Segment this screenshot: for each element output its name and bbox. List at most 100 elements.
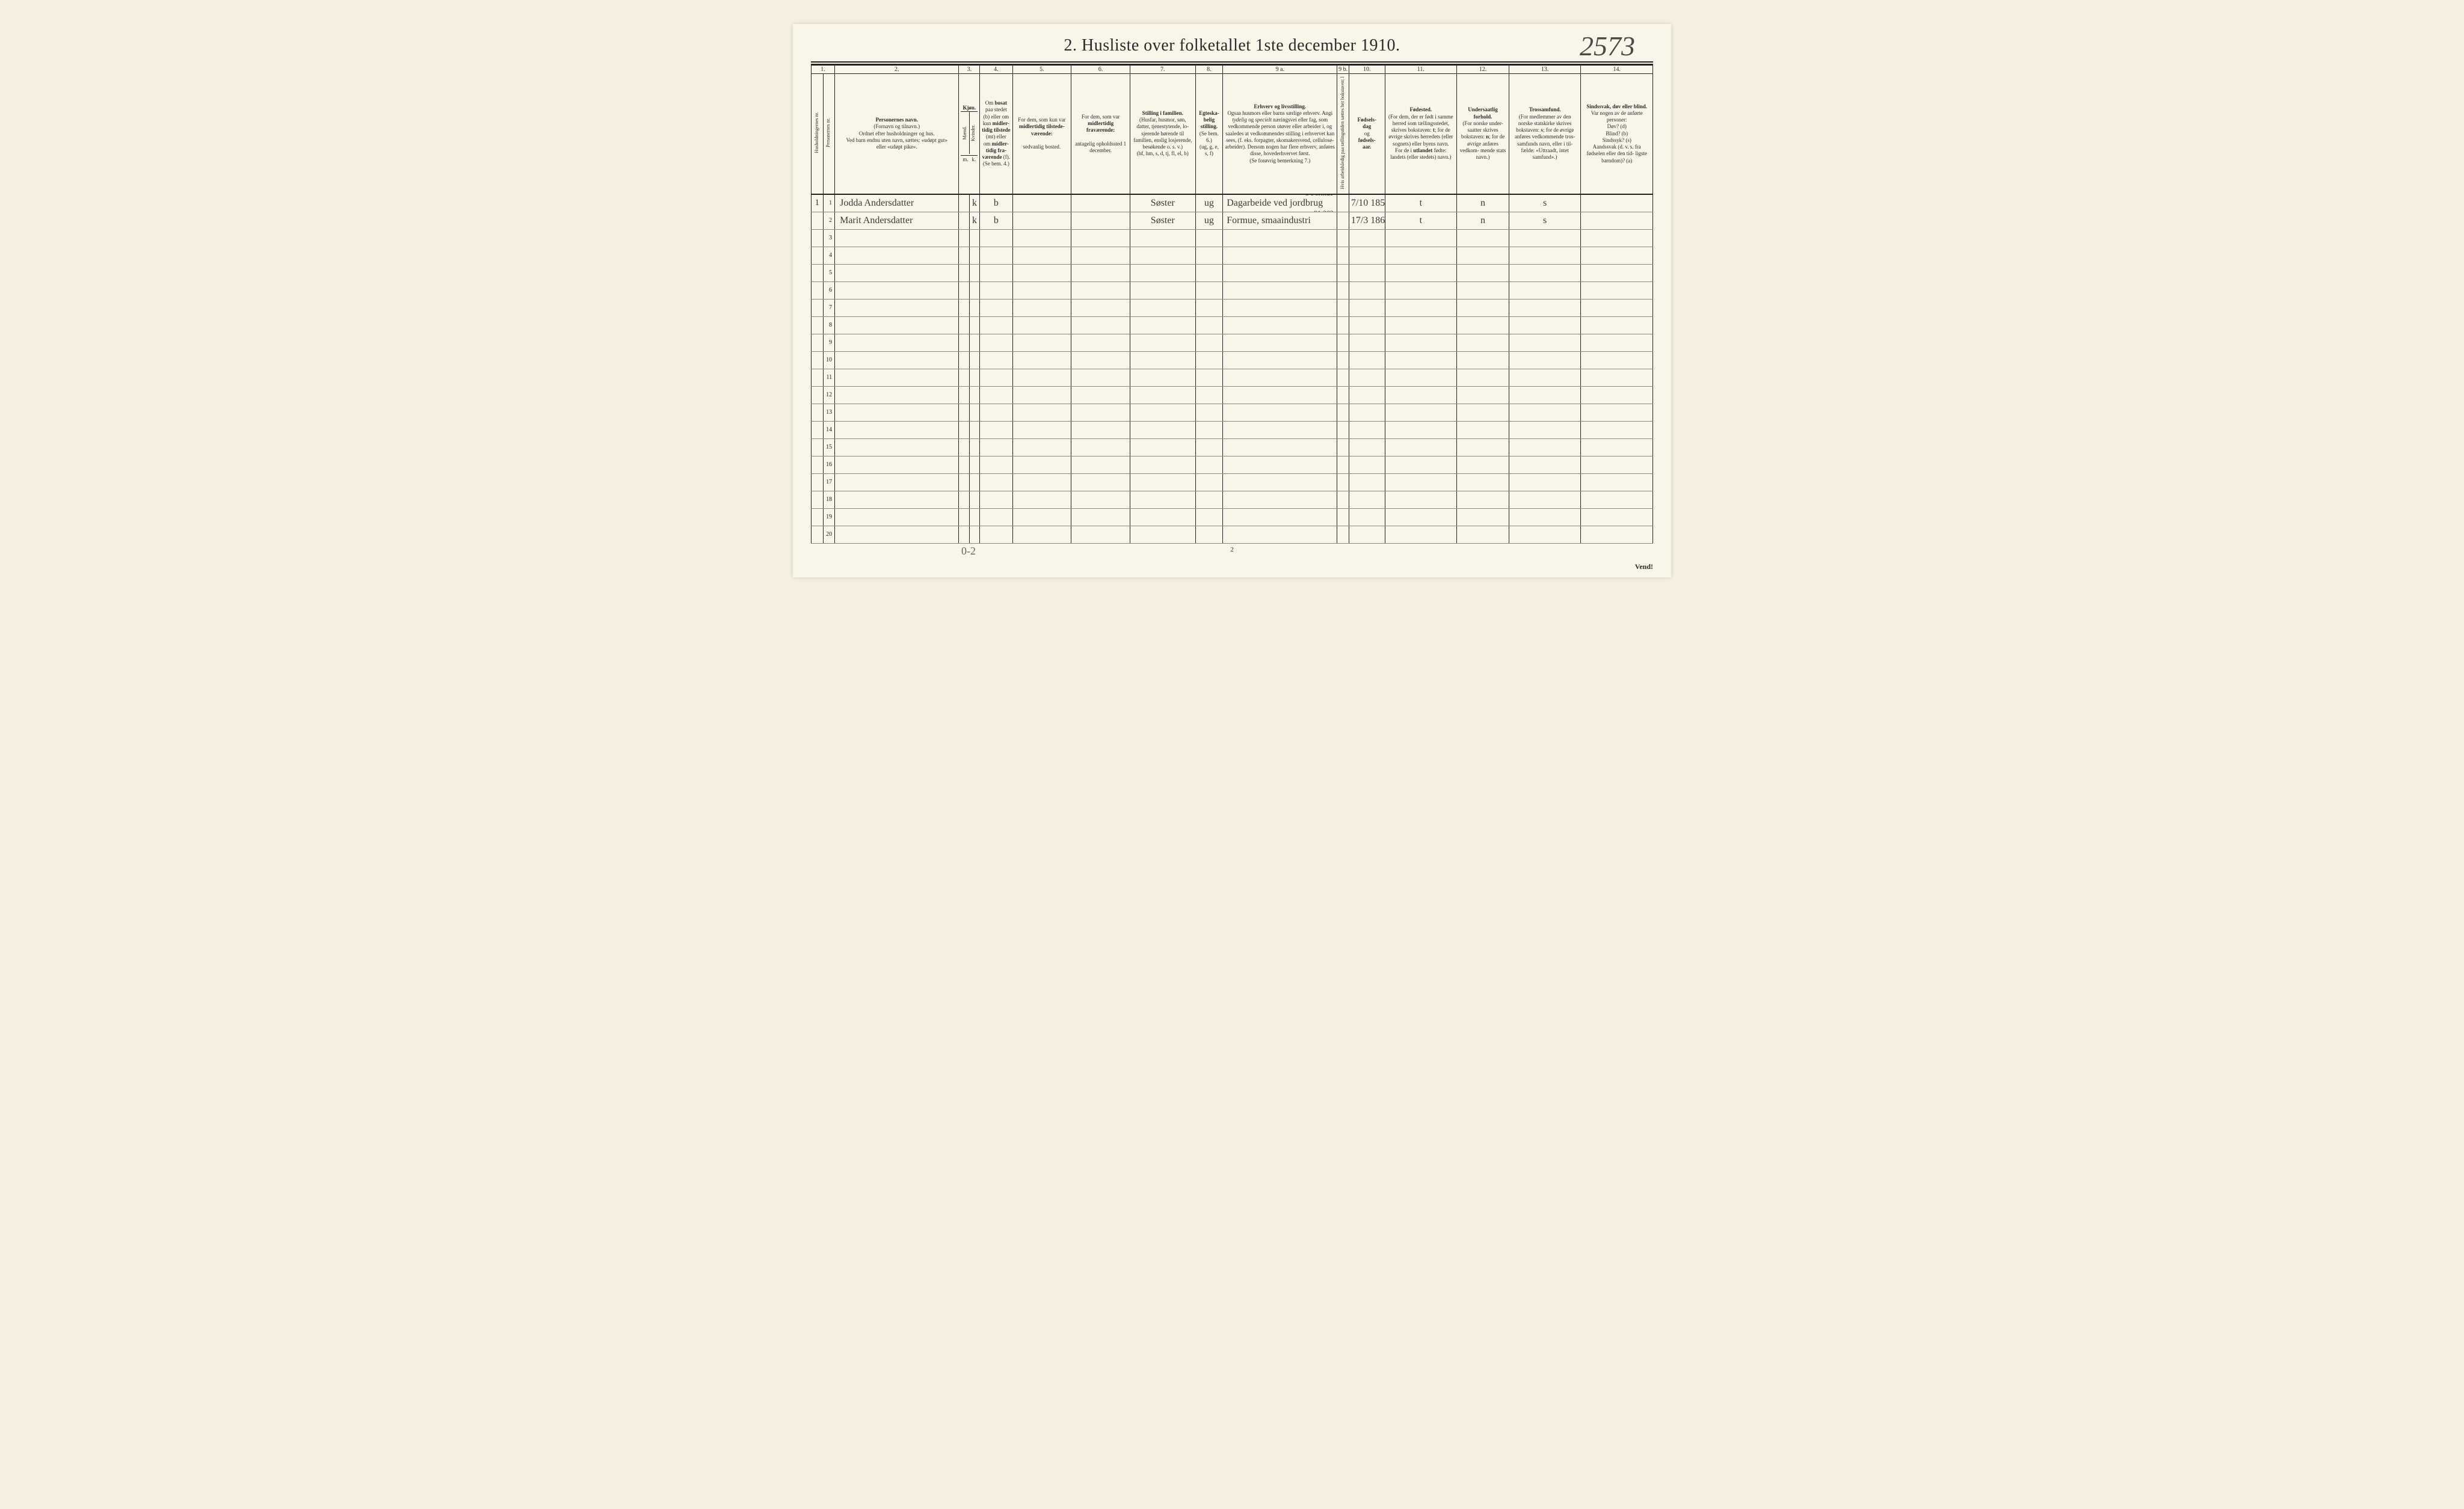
table-row: 9 xyxy=(812,334,1653,351)
colnum-8: 8. xyxy=(1195,65,1223,74)
cell xyxy=(1195,369,1223,386)
cell xyxy=(980,334,1012,351)
cell xyxy=(1509,281,1580,299)
cell xyxy=(1457,421,1509,438)
cell xyxy=(1509,334,1580,351)
cell xyxy=(969,456,979,473)
cell xyxy=(1581,386,1653,404)
cell xyxy=(835,526,959,543)
cell: 12 xyxy=(823,386,835,404)
cell xyxy=(1337,456,1349,473)
cell xyxy=(1581,229,1653,247)
cell xyxy=(980,281,1012,299)
cell xyxy=(1130,508,1196,526)
cell xyxy=(1457,491,1509,508)
table-row: 20 xyxy=(812,526,1653,543)
cell xyxy=(1337,351,1349,369)
cell xyxy=(1130,334,1196,351)
cell xyxy=(835,473,959,491)
cell xyxy=(1071,386,1130,404)
cell xyxy=(1349,508,1385,526)
cell: 16 xyxy=(823,456,835,473)
colnum-9b: 9 b. xyxy=(1337,65,1349,74)
cell xyxy=(980,526,1012,543)
cell xyxy=(1012,194,1071,212)
cell xyxy=(1581,299,1653,316)
cell xyxy=(812,351,824,369)
cell xyxy=(959,351,969,369)
cell xyxy=(1581,316,1653,334)
cell xyxy=(1581,421,1653,438)
cell xyxy=(1509,386,1580,404)
table-row: 5 xyxy=(812,264,1653,281)
cell xyxy=(969,299,979,316)
colnum-1: 1. xyxy=(812,65,835,74)
cell xyxy=(835,247,959,264)
cell xyxy=(812,404,824,421)
cell xyxy=(1385,334,1456,351)
cell xyxy=(1195,438,1223,456)
table-row: 4 xyxy=(812,247,1653,264)
cell xyxy=(1071,264,1130,281)
cell xyxy=(1349,264,1385,281)
cell xyxy=(969,264,979,281)
cell xyxy=(1581,369,1653,386)
cell xyxy=(980,351,1012,369)
cell xyxy=(812,526,824,543)
cell: n xyxy=(1457,194,1509,212)
cell xyxy=(1581,334,1653,351)
colnum-5: 5. xyxy=(1012,65,1071,74)
cell xyxy=(1337,281,1349,299)
cell xyxy=(980,491,1012,508)
cell xyxy=(1223,369,1337,386)
colnum-14: 14. xyxy=(1581,65,1653,74)
cell xyxy=(1509,421,1580,438)
cell xyxy=(1385,421,1456,438)
cell: ×5 FormueDagarbeide ved jordbrug91 20? xyxy=(1223,194,1337,212)
cell xyxy=(1071,369,1130,386)
cell xyxy=(1337,421,1349,438)
cell: 14 xyxy=(823,421,835,438)
cell xyxy=(1195,264,1223,281)
cell xyxy=(980,421,1012,438)
cell xyxy=(959,229,969,247)
header-dis: Sindssvak, døv eller blind.Var nogen av … xyxy=(1581,74,1653,194)
cell xyxy=(1457,334,1509,351)
cell: t xyxy=(1385,194,1456,212)
cell xyxy=(1195,229,1223,247)
footer: 0-2 2 Vend! xyxy=(811,546,1653,553)
table-row: 14 xyxy=(812,421,1653,438)
title-row: 2. Husliste over folketallet 1ste decemb… xyxy=(811,36,1653,55)
header-hh: Husholdningernes nr. xyxy=(812,74,824,194)
cell xyxy=(835,438,959,456)
colnum-12: 12. xyxy=(1457,65,1509,74)
cell xyxy=(959,299,969,316)
cell xyxy=(1195,456,1223,473)
cell xyxy=(1071,229,1130,247)
cell xyxy=(980,438,1012,456)
cell xyxy=(1012,212,1071,229)
cell: s xyxy=(1509,212,1580,229)
header-fam: Stilling i familien.(Husfar, husmor, søn… xyxy=(1130,74,1196,194)
cell xyxy=(969,369,979,386)
cell xyxy=(980,473,1012,491)
cell: Jodda Andersdatter xyxy=(835,194,959,212)
cell xyxy=(835,369,959,386)
cell xyxy=(1457,281,1509,299)
cell xyxy=(1581,212,1653,229)
cell xyxy=(1130,421,1196,438)
cell: Søster xyxy=(1130,212,1196,229)
cell xyxy=(1223,473,1337,491)
table-row: 19 xyxy=(812,508,1653,526)
cell xyxy=(1457,438,1509,456)
cell xyxy=(812,316,824,334)
cell xyxy=(1337,369,1349,386)
cell xyxy=(1385,386,1456,404)
cell xyxy=(1130,438,1196,456)
cell xyxy=(980,316,1012,334)
cell: 13 xyxy=(823,404,835,421)
header-name: Personernes navn.(Fornavn og tilnavn.)Or… xyxy=(835,74,959,194)
cell xyxy=(812,281,824,299)
cell: 8 xyxy=(823,316,835,334)
header-mar: Egteska- belig stilling.(Se bem. 6.)(ug,… xyxy=(1195,74,1223,194)
